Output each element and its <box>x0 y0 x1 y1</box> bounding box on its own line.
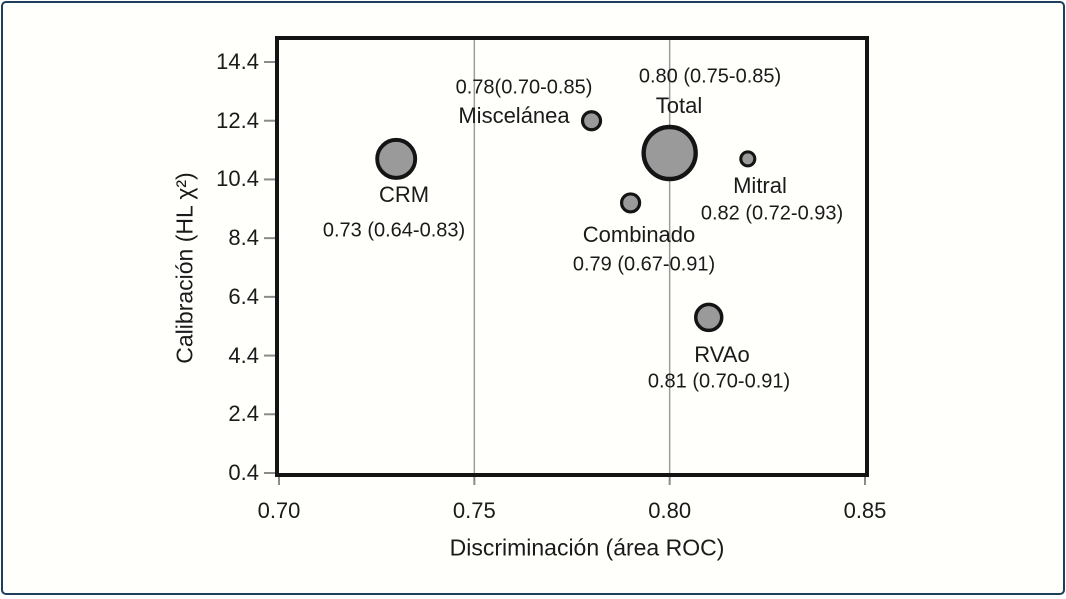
y-axis-title: Calibración (HL χ²) <box>171 172 198 364</box>
point-label: Mitral <box>733 173 787 198</box>
x-tick-label: 0.75 <box>452 498 496 523</box>
bubble <box>641 124 698 182</box>
point-label: CRM <box>378 182 430 207</box>
bubble <box>375 137 418 180</box>
plot-border <box>275 36 869 477</box>
point-label: Miscelánea <box>458 103 570 128</box>
point-value-label: 0.80 (0.75-0.85) <box>638 65 782 88</box>
y-tick-label: 0.4 <box>228 460 259 485</box>
point-value-label: 0.79 (0.67-0.91) <box>572 253 716 276</box>
point-value-label: 0.82 (0.72-0.93) <box>700 202 844 225</box>
point-label: Combinado <box>582 222 696 247</box>
bubble-chart: 14.4 12.4 10.4 8.4 6.4 4.4 2.4 0.4 0.70 0.75 0.80 0… <box>3 3 1063 593</box>
bubble <box>693 302 724 333</box>
bubble <box>580 110 603 132</box>
bubble <box>739 150 757 168</box>
x-axis-title: Discriminación (área ROC) <box>449 534 725 561</box>
y-tick-label: 12.4 <box>216 107 259 133</box>
y-tick-label: 14.4 <box>216 49 259 74</box>
x-tick-label: 0.70 <box>257 498 301 523</box>
y-tick-label: 4.4 <box>228 342 259 368</box>
y-tick-label: 2.4 <box>228 401 259 427</box>
point-label: Total <box>655 93 703 118</box>
y-tick-label: 8.4 <box>228 225 259 251</box>
y-tick-label: 6.4 <box>228 283 259 309</box>
y-tick-label: 10.4 <box>216 166 259 192</box>
bubble <box>619 192 642 214</box>
x-tick-label: 0.80 <box>648 498 692 523</box>
point-value-label: 0.78(0.70-0.85) <box>455 76 593 99</box>
point-value-label: 0.81 (0.70-0.91) <box>647 370 791 393</box>
point-label: RVAo <box>694 342 750 367</box>
x-tick-label: 0.85 <box>843 498 887 523</box>
point-value-label: 0.73 (0.64-0.83) <box>322 219 466 242</box>
